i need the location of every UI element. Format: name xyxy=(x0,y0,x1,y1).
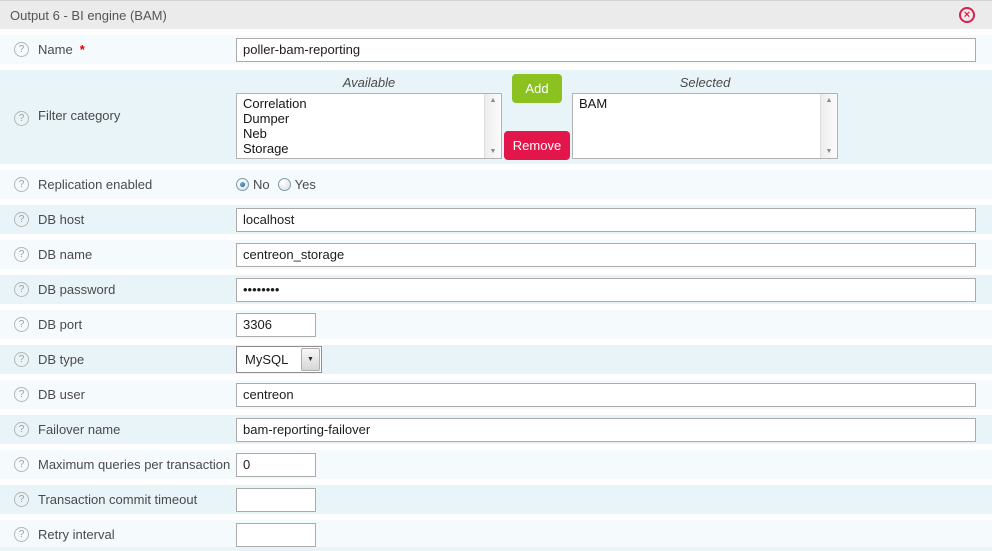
selected-listbox[interactable]: BAM ▲ ▼ xyxy=(572,93,838,159)
row-replication-enabled: ? Replication enabled No Yes xyxy=(0,170,992,199)
retry-interval-input[interactable] xyxy=(236,522,316,547)
failover-name-input[interactable] xyxy=(236,417,976,442)
db-name-label: DB name xyxy=(38,247,93,262)
db-password-input[interactable] xyxy=(236,277,976,302)
row-filter-category: ? Filter category Available Correlation D… xyxy=(0,70,992,164)
selected-items: BAM xyxy=(573,94,837,111)
help-icon[interactable]: ? xyxy=(14,212,29,227)
list-item[interactable]: Storage xyxy=(243,141,289,156)
help-icon[interactable]: ? xyxy=(14,317,29,332)
add-button[interactable]: Add xyxy=(512,74,562,103)
filter-category-label: Filter category xyxy=(38,108,121,123)
scroll-down-icon[interactable]: ▼ xyxy=(825,148,833,155)
failover-name-label: Failover name xyxy=(38,422,121,437)
db-user-input[interactable] xyxy=(236,382,976,407)
available-listbox[interactable]: Correlation Dumper Neb Storage ▲ ▼ xyxy=(236,93,502,159)
row-transaction-commit-timeout: ? Transaction commit timeout xyxy=(0,485,992,514)
db-host-label: DB host xyxy=(38,212,85,227)
panel-header: Output 6 - BI engine (BAM) × xyxy=(0,0,992,29)
replication-yes-radio[interactable] xyxy=(277,178,291,191)
db-password-label: DB password xyxy=(38,282,116,297)
row-db-port: ? DB port xyxy=(0,310,992,339)
row-db-type: ? DB type MySQL ▼ xyxy=(0,345,992,374)
list-item[interactable]: Dumper xyxy=(243,111,290,126)
max-queries-label: Maximum queries per transaction xyxy=(38,457,231,472)
row-retry-interval: ? Retry interval xyxy=(0,520,992,549)
help-icon[interactable]: ? xyxy=(14,527,29,542)
transaction-commit-timeout-label: Transaction commit timeout xyxy=(38,492,198,507)
scroll-up-icon[interactable]: ▲ xyxy=(825,97,833,104)
scroll-up-icon[interactable]: ▲ xyxy=(489,97,497,104)
db-port-input[interactable] xyxy=(236,312,316,337)
replication-radio-group: No Yes xyxy=(236,177,324,192)
name-input[interactable] xyxy=(236,37,976,62)
row-db-user: ? DB user xyxy=(0,380,992,409)
row-name: ? Name * xyxy=(0,35,992,64)
required-asterisk: * xyxy=(79,42,85,57)
replication-enabled-label: Replication enabled xyxy=(38,177,153,192)
help-icon[interactable]: ? xyxy=(14,247,29,262)
help-icon[interactable]: ? xyxy=(14,387,29,402)
help-icon[interactable]: ? xyxy=(14,492,29,507)
help-icon[interactable]: ? xyxy=(14,282,29,297)
available-items: Correlation Dumper Neb Storage xyxy=(237,94,501,156)
db-name-input[interactable] xyxy=(236,242,976,267)
help-icon[interactable]: ? xyxy=(14,42,29,57)
db-host-input[interactable] xyxy=(236,207,976,232)
config-form: ? Name * ? Filter category Available Corr… xyxy=(0,35,992,549)
replication-no-label: No xyxy=(253,177,270,192)
row-db-host: ? DB host xyxy=(0,205,992,234)
scroll-down-icon[interactable]: ▼ xyxy=(489,148,497,155)
available-label: Available xyxy=(342,75,396,90)
help-icon[interactable]: ? xyxy=(14,111,29,126)
row-db-name: ? DB name xyxy=(0,240,992,269)
help-icon[interactable]: ? xyxy=(14,352,29,367)
help-icon[interactable]: ? xyxy=(14,457,29,472)
row-max-queries: ? Maximum queries per transaction xyxy=(0,450,992,479)
max-queries-input[interactable] xyxy=(236,452,316,477)
panel-title: Output 6 - BI engine (BAM) xyxy=(10,7,167,23)
close-icon[interactable]: × xyxy=(959,7,975,23)
retry-interval-label: Retry interval xyxy=(38,527,115,542)
next-row-partial-strip xyxy=(0,547,992,551)
row-db-password: ? DB password xyxy=(0,275,992,304)
replication-yes-label: Yes xyxy=(294,177,316,192)
listbox-scrollbar[interactable]: ▲ ▼ xyxy=(484,94,501,158)
list-item[interactable]: BAM xyxy=(579,96,608,111)
remove-button[interactable]: Remove xyxy=(503,131,571,160)
dropdown-arrow-icon[interactable]: ▼ xyxy=(301,348,320,371)
filter-category-dual-list: Available Correlation Dumper Neb Storage ▲ … xyxy=(236,74,838,160)
listbox-scrollbar[interactable]: ▲ ▼ xyxy=(820,94,837,158)
db-user-label: DB user xyxy=(38,387,85,402)
db-port-label: DB port xyxy=(38,317,83,332)
db-type-selected-value: MySQL xyxy=(245,352,289,367)
db-type-label: DB type xyxy=(38,352,85,367)
row-label: Name * xyxy=(38,42,236,57)
transaction-commit-timeout-input[interactable] xyxy=(236,487,316,512)
help-icon[interactable]: ? xyxy=(14,422,29,437)
name-label: Name xyxy=(38,42,73,57)
list-item[interactable]: Correlation xyxy=(243,96,307,111)
row-failover-name: ? Failover name xyxy=(0,415,992,444)
db-type-select[interactable]: MySQL ▼ xyxy=(236,346,322,373)
replication-no-radio[interactable] xyxy=(236,178,249,191)
help-icon[interactable]: ? xyxy=(14,177,29,192)
list-item[interactable]: Neb xyxy=(243,126,267,141)
selected-label: Selected xyxy=(679,75,731,90)
